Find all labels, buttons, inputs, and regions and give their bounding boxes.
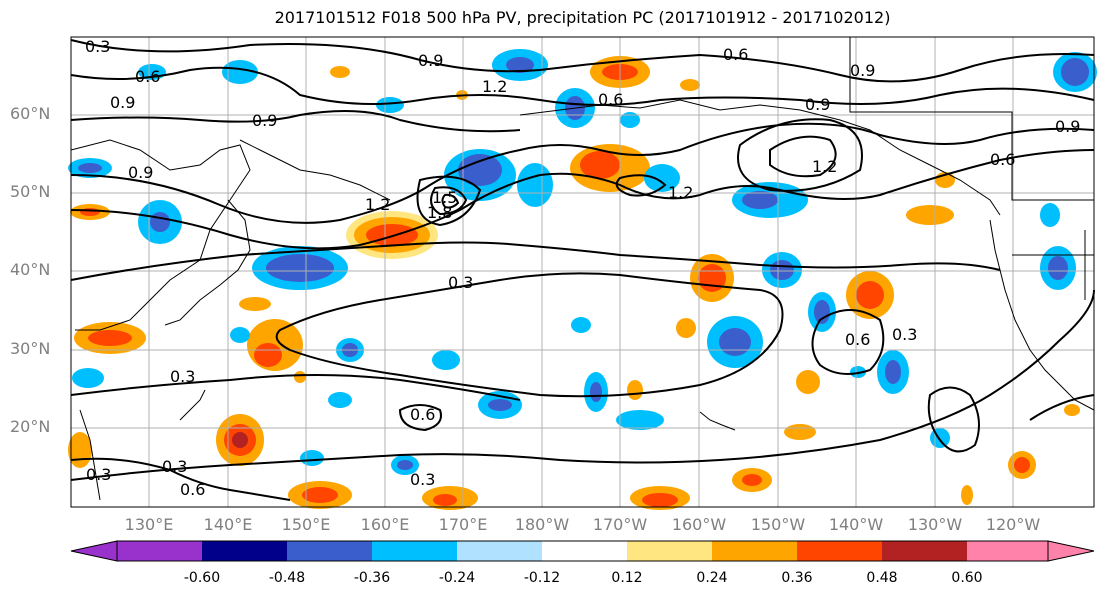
contour-label: 0.3	[86, 465, 111, 484]
colorbar-bin	[117, 541, 202, 561]
lon-label: 150°E	[281, 515, 331, 534]
contour-label: 0.6	[990, 150, 1015, 169]
colorbar-bin	[202, 541, 287, 561]
colorbar-tick-label: -0.48	[268, 570, 306, 586]
lat-label: 40°N	[10, 260, 51, 279]
contour-label: 1.8	[427, 203, 452, 222]
lon-label: 180°W	[514, 515, 570, 534]
contour-label: 0.9	[1055, 117, 1080, 136]
contour-label: 0.3	[410, 470, 435, 489]
contour-label: 0.6	[598, 90, 623, 109]
colorbar-bin	[712, 541, 797, 561]
colorbar-tick-label: -0.24	[438, 570, 476, 586]
contour-label: 0.6	[410, 405, 435, 424]
colorbar-tick-label: 0.24	[696, 570, 728, 586]
contour-label: 0.6	[135, 67, 160, 86]
contour-label: 0.9	[252, 111, 277, 130]
contour-label: 1.2	[365, 195, 390, 214]
lon-label: 140°E	[203, 515, 253, 534]
lat-label: 60°N	[10, 104, 51, 123]
colorbar-bin	[542, 541, 627, 561]
colorbar-frame	[116, 540, 1049, 562]
contour-label: 0.9	[128, 163, 153, 182]
colorbar-bin	[287, 541, 372, 561]
contour-label: 0.3	[162, 457, 187, 476]
lon-label: 170°W	[592, 515, 648, 534]
contour-label: 1.2	[668, 183, 693, 202]
lat-label: 50°N	[10, 182, 51, 201]
contour-label: 0.9	[805, 95, 830, 114]
colorbar-bin	[967, 541, 1048, 561]
lon-label: 170°E	[438, 515, 488, 534]
colorbar-tick-label: 0.48	[866, 570, 898, 586]
contour-label: 1.2	[482, 77, 507, 96]
lon-label: 140°W	[828, 515, 884, 534]
contour-label: 0.3	[448, 273, 473, 292]
contour-label: 0.3	[170, 367, 195, 386]
colorbar-tick-label: -0.36	[353, 570, 391, 586]
contour-label: 1.2	[812, 157, 837, 176]
contour-label: 0.6	[180, 480, 205, 499]
contour-label: 0.9	[110, 93, 135, 112]
colorbar-bin	[797, 541, 882, 561]
lon-label: 120°W	[985, 515, 1041, 534]
colorbar-tick-label: -0.60	[183, 570, 221, 586]
colorbar-tick-label: 0.12	[611, 570, 643, 586]
lat-label: 20°N	[10, 417, 51, 436]
colorbar	[70, 540, 1095, 562]
contour-label: 0.6	[723, 45, 748, 64]
contour-labels: 0.3 0.6 0.9 1.2 1.5 1.8 0.9 0.6 0.9 1.2 …	[85, 37, 1080, 499]
colorbar-bin	[457, 541, 542, 561]
contour-label: 0.3	[892, 325, 917, 344]
colorbar-tick-label: -0.12	[523, 570, 561, 586]
contour-label: 0.3	[85, 37, 110, 56]
colorbar-bin	[372, 541, 457, 561]
colorbar-bin	[882, 541, 967, 561]
map-title: 2017101512 F018 500 hPa PV, precipitatio…	[274, 8, 891, 27]
lon-label: 150°W	[750, 515, 806, 534]
colorbar-tick-label: 0.60	[951, 570, 983, 586]
contour-label: 0.9	[850, 61, 875, 80]
lon-label: 130°E	[124, 515, 174, 534]
lon-label: 160°W	[671, 515, 727, 534]
contour-label: 0.6	[845, 330, 870, 349]
lat-label: 30°N	[10, 339, 51, 358]
lon-label: 130°W	[907, 515, 963, 534]
contour-label: 0.9	[418, 51, 443, 70]
lon-label: 160°E	[360, 515, 410, 534]
colorbar-extend-max	[1047, 540, 1095, 562]
contour-label: 1.5	[432, 188, 457, 207]
pv-contours	[70, 39, 1095, 501]
map-frame	[70, 36, 1095, 508]
colorbar-tick-label: 0.36	[781, 570, 813, 586]
coastlines	[70, 37, 1095, 501]
colorbar-bin	[627, 541, 712, 561]
colorbar-extend-min	[70, 540, 118, 562]
